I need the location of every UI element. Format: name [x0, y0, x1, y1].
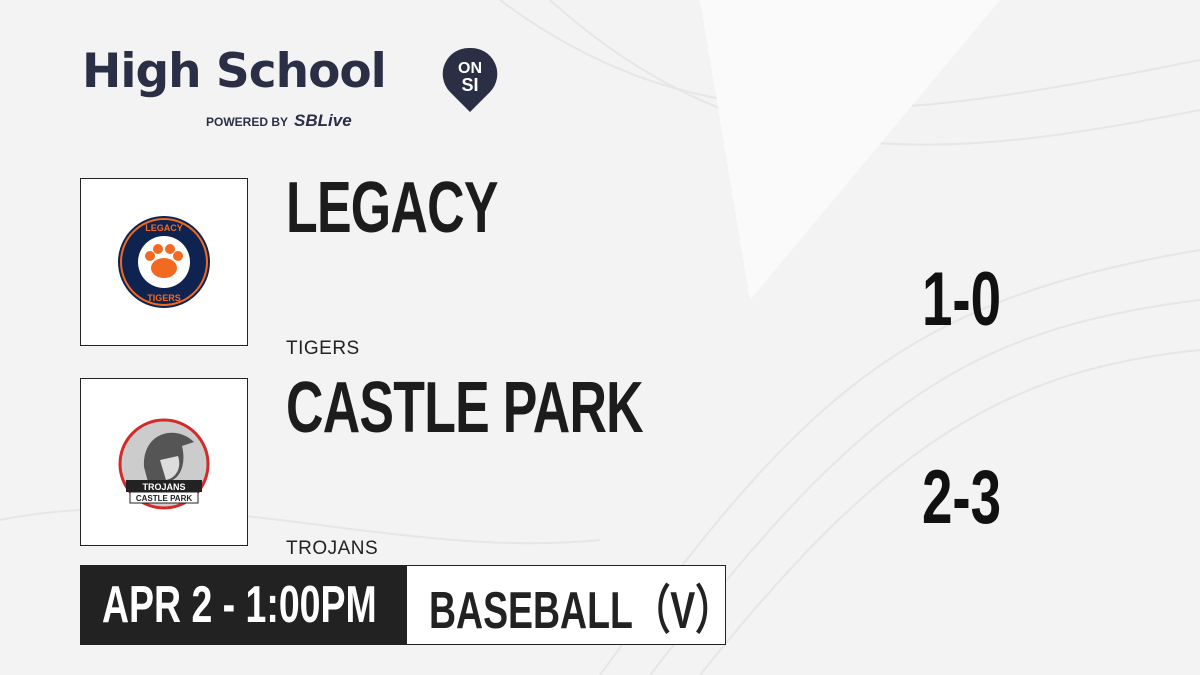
legacy-logo-box: LEGACY TIGERS [80, 178, 248, 346]
away-team-mascot: TROJANS [286, 538, 379, 559]
powered-by: POWERED BY SBLive [206, 111, 352, 131]
svg-text:ON: ON [458, 60, 482, 77]
on-si-pin-icon: ON SI [442, 47, 498, 113]
home-team-name: LEGACY [286, 168, 498, 248]
legacy-tigers-logo: LEGACY TIGERS [118, 216, 210, 308]
sblive-logo: SBLive [294, 111, 352, 130]
brand-title: High School [82, 44, 387, 99]
svg-text:LEGACY: LEGACY [145, 223, 183, 233]
home-team-record: 1-0 [922, 257, 1002, 342]
powered-by-label: POWERED BY [206, 115, 289, 129]
high-school-on-si-logo: High School ON SI POWERED BY SBLive [82, 44, 498, 130]
game-datetime: APR 2 - 1:00PM [80, 565, 406, 645]
svg-text:TROJANS: TROJANS [142, 482, 185, 492]
game-info-bar: APR 2 - 1:00PM BASEBALL（V） [80, 565, 726, 645]
away-team-record: 2-3 [922, 455, 1002, 540]
svg-text:SI: SI [461, 75, 478, 95]
home-team-mascot: TIGERS [286, 338, 360, 359]
castle-park-logo-box: TROJANS CASTLE PARK [80, 378, 248, 546]
svg-text:TIGERS: TIGERS [147, 293, 181, 303]
svg-text:CASTLE PARK: CASTLE PARK [136, 494, 193, 503]
castle-park-trojans-logo: TROJANS CASTLE PARK [118, 418, 210, 510]
game-sport: BASEBALL（V） [406, 565, 726, 645]
away-team-name: CASTLE PARK [286, 368, 644, 448]
